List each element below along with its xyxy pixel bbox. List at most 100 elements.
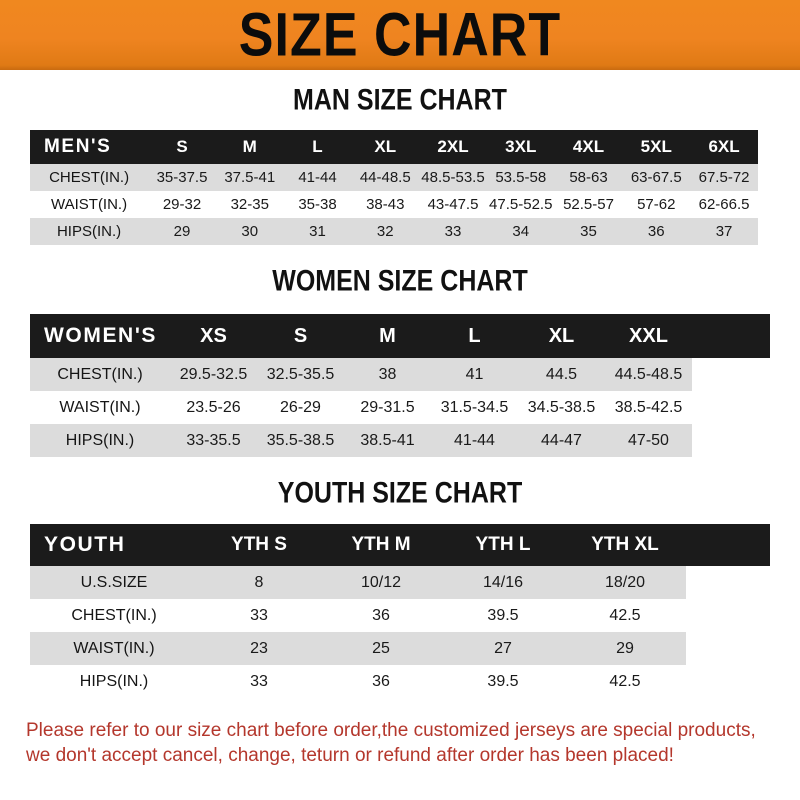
youth-cell: 42.5 — [564, 599, 686, 632]
youth-header-filler — [686, 524, 770, 566]
women-row-label: CHEST(IN.) — [30, 358, 170, 391]
man-cell: 43-47.5 — [419, 191, 487, 218]
youth-cell: 33 — [198, 599, 320, 632]
table-row: U.S.SIZE 8 10/12 14/16 18/20 — [30, 566, 770, 599]
youth-cell-filler — [686, 665, 770, 698]
women-column-header: S — [257, 314, 344, 358]
youth-cell: 25 — [320, 632, 442, 665]
youth-cell-filler — [686, 599, 770, 632]
women-cell: 38.5-41 — [344, 424, 431, 457]
women-cell: 44.5-48.5 — [605, 358, 692, 391]
women-cell-filler — [692, 424, 770, 457]
man-cell: 52.5-57 — [554, 191, 623, 218]
man-column-header: L — [283, 130, 352, 164]
table-row: CHEST(IN.) 33 36 39.5 42.5 — [30, 599, 770, 632]
man-cell: 47.5-52.5 — [486, 191, 555, 218]
youth-header-label: YOUTH — [30, 524, 198, 566]
women-section-title: WOMEN SIZE CHART — [272, 264, 528, 298]
youth-table-header-row: YOUTH YTH S YTH M YTH L YTH XL — [30, 524, 770, 566]
youth-cell: 10/12 — [320, 566, 442, 599]
man-cell: 37.5-41 — [215, 164, 284, 191]
footer-disclaimer: Please refer to our size chart before or… — [0, 718, 800, 768]
man-header-label: MEN'S — [30, 130, 149, 164]
man-column-header: 3XL — [486, 130, 555, 164]
women-cell: 38.5-42.5 — [605, 391, 692, 424]
women-cell-filler — [692, 358, 770, 391]
man-cell: 29-32 — [148, 191, 216, 218]
man-size-table: MEN'S S M L XL 2XL 3XL 4XL 5XL 6XL CHEST(IN.) 35-37… — [30, 130, 758, 245]
man-table-header-row: MEN'S S M L XL 2XL 3XL 4XL 5XL 6XL — [30, 130, 758, 164]
page-banner: SIZE CHART — [0, 0, 800, 70]
man-cell: 44-48.5 — [351, 164, 420, 191]
table-row: WAIST(IN.) 23.5-26 26-29 29-31.5 31.5-34.5 34… — [30, 391, 770, 424]
youth-row-label: WAIST(IN.) — [30, 632, 198, 665]
man-cell: 29 — [148, 218, 216, 245]
youth-cell: 27 — [442, 632, 564, 665]
man-cell: 31 — [283, 218, 352, 245]
man-cell: 67.5-72 — [690, 164, 758, 191]
man-column-header: S — [148, 130, 216, 164]
women-row-label: HIPS(IN.) — [30, 424, 170, 457]
youth-cell: 42.5 — [564, 665, 686, 698]
man-row-label: CHEST(IN.) — [30, 164, 149, 191]
youth-size-section: YOUTH SIZE CHART YOUTH YTH S YTH M YTH L YTH… — [0, 457, 800, 698]
youth-cell-filler — [686, 632, 770, 665]
man-section-title: MAN SIZE CHART — [293, 83, 507, 117]
women-column-header: L — [431, 314, 518, 358]
table-row: HIPS(IN.) 33 36 39.5 42.5 — [30, 665, 770, 698]
women-column-header: XXL — [605, 314, 692, 358]
youth-column-header: YTH M — [320, 524, 442, 566]
women-cell: 41 — [431, 358, 518, 391]
women-cell-filler — [692, 391, 770, 424]
man-cell: 58-63 — [554, 164, 623, 191]
man-cell: 41-44 — [283, 164, 352, 191]
women-cell: 44.5 — [518, 358, 605, 391]
women-column-header: XL — [518, 314, 605, 358]
youth-cell: 8 — [198, 566, 320, 599]
youth-cell: 33 — [198, 665, 320, 698]
women-header-filler — [692, 314, 770, 358]
table-row: HIPS(IN.) 29 30 31 32 33 34 35 36 37 — [30, 218, 758, 245]
man-cell: 57-62 — [622, 191, 691, 218]
youth-section-title: YOUTH SIZE CHART — [277, 476, 523, 510]
man-cell: 35-38 — [283, 191, 352, 218]
youth-column-header: YTH L — [442, 524, 564, 566]
man-row-label: WAIST(IN.) — [30, 191, 149, 218]
table-row: WAIST(IN.) 29-32 32-35 35-38 38-43 43-47.5 47.… — [30, 191, 758, 218]
man-row-label: HIPS(IN.) — [30, 218, 149, 245]
table-row: WAIST(IN.) 23 25 27 29 — [30, 632, 770, 665]
youth-size-table: YOUTH YTH S YTH M YTH L YTH XL U.S.SIZE 8 10/12… — [30, 524, 770, 698]
man-cell: 53.5-58 — [486, 164, 555, 191]
women-row-label: WAIST(IN.) — [30, 391, 170, 424]
table-row: CHEST(IN.) 29.5-32.5 32.5-35.5 38 41 44.5 44.5… — [30, 358, 770, 391]
man-column-header: M — [215, 130, 284, 164]
women-cell: 29-31.5 — [344, 391, 431, 424]
man-column-header: 4XL — [554, 130, 623, 164]
man-cell: 48.5-53.5 — [419, 164, 487, 191]
youth-row-label: HIPS(IN.) — [30, 665, 198, 698]
man-column-header: 5XL — [622, 130, 691, 164]
women-cell: 26-29 — [257, 391, 344, 424]
table-row: HIPS(IN.) 33-35.5 35.5-38.5 38.5-41 41-44 44-… — [30, 424, 770, 457]
footer-line-1: Please refer to our size chart before or… — [26, 720, 756, 741]
women-cell: 29.5-32.5 — [170, 358, 257, 391]
women-cell: 33-35.5 — [170, 424, 257, 457]
women-cell: 41-44 — [431, 424, 518, 457]
women-table-header-row: WOMEN'S XS S M L XL XXL — [30, 314, 770, 358]
man-cell: 30 — [215, 218, 284, 245]
women-cell: 47-50 — [605, 424, 692, 457]
youth-cell-filler — [686, 566, 770, 599]
man-cell: 33 — [419, 218, 487, 245]
women-column-header: XS — [170, 314, 257, 358]
women-cell: 44-47 — [518, 424, 605, 457]
women-size-table: WOMEN'S XS S M L XL XXL CHEST(IN.) 29.5-32.5 32.5… — [30, 314, 770, 457]
youth-cell: 36 — [320, 599, 442, 632]
footer-line-2: we don't accept cancel, change, teturn o… — [26, 745, 674, 766]
women-table-body: WOMEN'S XS S M L XL XXL CHEST(IN.) 29.5-32.5 32.5… — [30, 314, 770, 457]
man-cell: 35-37.5 — [148, 164, 216, 191]
youth-cell: 39.5 — [442, 599, 564, 632]
man-cell: 32-35 — [215, 191, 284, 218]
youth-cell: 23 — [198, 632, 320, 665]
man-cell: 32 — [351, 218, 420, 245]
women-size-section: WOMEN SIZE CHART WOMEN'S XS S M L XL XXL CHEST(… — [0, 245, 800, 457]
